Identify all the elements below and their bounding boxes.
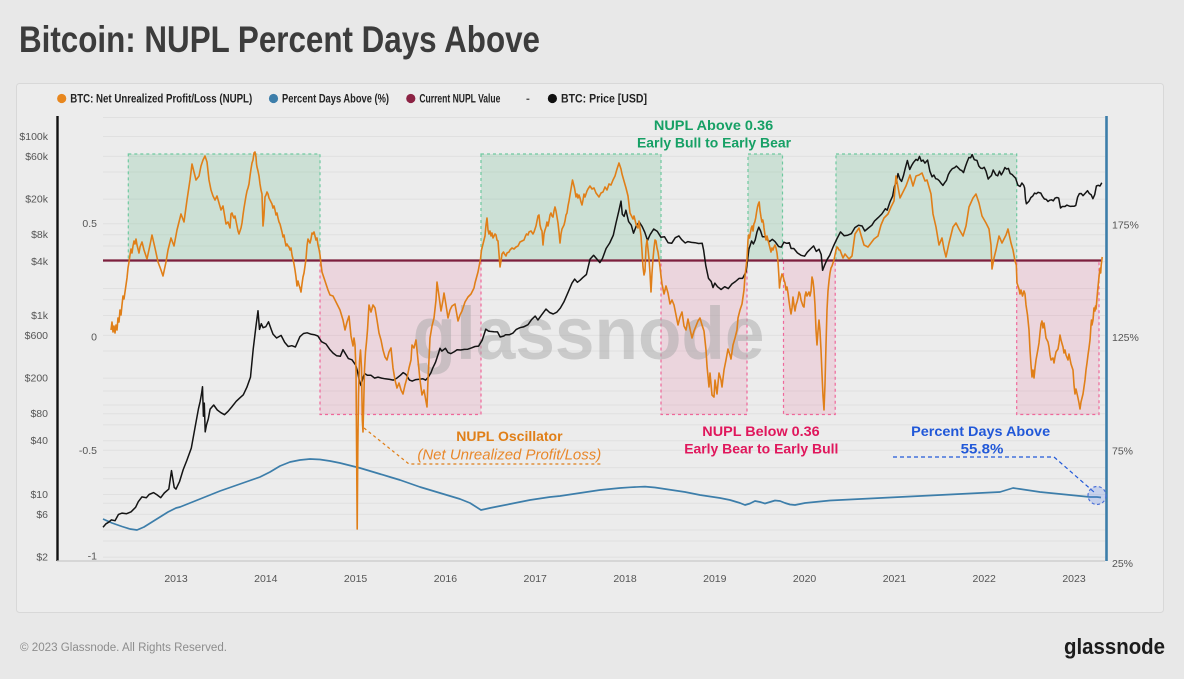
svg-text:2020: 2020 <box>793 573 817 585</box>
svg-text:-1: -1 <box>88 551 97 563</box>
svg-text:Early Bear to Early Bull: Early Bear to Early Bull <box>684 441 838 457</box>
svg-text:2022: 2022 <box>973 573 997 585</box>
svg-text:2016: 2016 <box>434 573 458 585</box>
svg-text:$100k: $100k <box>19 131 48 143</box>
svg-text:175%: 175% <box>1112 220 1139 232</box>
svg-text:$10: $10 <box>30 489 48 501</box>
svg-text:2018: 2018 <box>613 573 637 585</box>
svg-text:$600: $600 <box>25 330 49 342</box>
svg-text:2013: 2013 <box>164 573 188 585</box>
svg-text:2017: 2017 <box>524 573 548 585</box>
svg-text:$8k: $8k <box>31 229 49 241</box>
svg-text:© 2023 Glassnode. All Rights R: © 2023 Glassnode. All Rights Reserved. <box>20 642 227 654</box>
svg-text:0.5: 0.5 <box>82 218 97 230</box>
svg-text:NUPL Oscillator: NUPL Oscillator <box>456 428 563 444</box>
svg-text:Early Bull to Early Bear: Early Bull to Early Bear <box>637 135 792 151</box>
svg-text:Percent Days Above: Percent Days Above <box>911 423 1050 439</box>
svg-text:$60k: $60k <box>25 151 49 163</box>
svg-text:2023: 2023 <box>1062 573 1086 585</box>
svg-text:$80: $80 <box>30 408 48 420</box>
svg-text:55.8%: 55.8% <box>961 441 1004 457</box>
svg-text:Bitcoin: NUPL Percent Days Abo: Bitcoin: NUPL Percent Days Above <box>19 19 540 60</box>
svg-text:Percent Days Above (%): Percent Days Above (%) <box>282 94 389 106</box>
svg-text:BTC: Price [USD]: BTC: Price [USD] <box>561 94 647 106</box>
svg-text:glassnode: glassnode <box>413 292 765 375</box>
svg-text:NUPL Above 0.36: NUPL Above 0.36 <box>654 117 774 133</box>
svg-text:$6: $6 <box>36 509 48 521</box>
svg-text:Current NUPL Value: Current NUPL Value <box>419 94 500 106</box>
svg-text:$2: $2 <box>36 552 48 564</box>
svg-text:-0.5: -0.5 <box>79 445 97 457</box>
svg-text:$1k: $1k <box>31 310 49 322</box>
svg-text:2015: 2015 <box>344 573 368 585</box>
svg-text:$20k: $20k <box>25 194 49 206</box>
svg-text:NUPL Below 0.36: NUPL Below 0.36 <box>702 423 820 439</box>
svg-text:$4k: $4k <box>31 256 49 268</box>
svg-text:125%: 125% <box>1112 332 1139 344</box>
svg-text:BTC: Net Unrealized Profit/Los: BTC: Net Unrealized Profit/Loss (NUPL) <box>70 94 252 106</box>
svg-text:-: - <box>526 94 530 106</box>
svg-text:0: 0 <box>91 332 97 344</box>
svg-text:$200: $200 <box>25 373 49 385</box>
svg-text:2019: 2019 <box>703 573 727 585</box>
svg-text:glassnode: glassnode <box>1064 634 1165 659</box>
svg-text:25%: 25% <box>1112 558 1133 570</box>
svg-text:2014: 2014 <box>254 573 278 585</box>
svg-text:2021: 2021 <box>883 573 907 585</box>
svg-text:$40: $40 <box>30 435 48 447</box>
svg-text:(Net Unrealized Profit/Loss): (Net Unrealized Profit/Loss) <box>417 447 601 464</box>
svg-text:75%: 75% <box>1112 446 1133 458</box>
